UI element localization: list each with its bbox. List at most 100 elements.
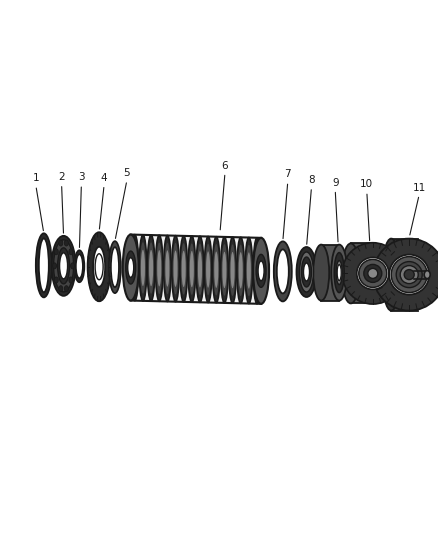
Ellipse shape — [71, 263, 74, 269]
Ellipse shape — [400, 265, 418, 284]
Ellipse shape — [166, 251, 170, 287]
Text: 9: 9 — [332, 177, 339, 188]
Ellipse shape — [337, 264, 341, 280]
Polygon shape — [321, 245, 339, 301]
Text: 3: 3 — [78, 172, 85, 182]
Ellipse shape — [132, 242, 138, 293]
Ellipse shape — [36, 233, 52, 297]
Ellipse shape — [126, 251, 136, 284]
Ellipse shape — [165, 243, 170, 294]
Ellipse shape — [54, 249, 58, 255]
Ellipse shape — [190, 251, 194, 287]
Text: 6: 6 — [222, 160, 228, 171]
Ellipse shape — [382, 239, 400, 311]
Ellipse shape — [255, 253, 259, 289]
Ellipse shape — [357, 257, 389, 289]
Ellipse shape — [64, 286, 68, 292]
Ellipse shape — [39, 238, 49, 292]
Ellipse shape — [230, 252, 235, 288]
Ellipse shape — [197, 244, 203, 295]
Ellipse shape — [313, 245, 329, 301]
Ellipse shape — [128, 257, 134, 278]
Ellipse shape — [149, 250, 153, 286]
Ellipse shape — [157, 250, 161, 286]
Ellipse shape — [173, 251, 177, 287]
Ellipse shape — [304, 263, 310, 281]
Ellipse shape — [205, 244, 211, 295]
Ellipse shape — [123, 235, 139, 301]
Ellipse shape — [69, 277, 73, 283]
Ellipse shape — [274, 241, 292, 301]
Ellipse shape — [198, 251, 202, 287]
Ellipse shape — [258, 261, 264, 281]
Ellipse shape — [53, 263, 57, 269]
Ellipse shape — [297, 247, 317, 297]
Text: 7: 7 — [285, 169, 291, 180]
Ellipse shape — [181, 243, 187, 295]
Ellipse shape — [95, 254, 103, 280]
Ellipse shape — [180, 236, 187, 302]
Ellipse shape — [336, 261, 342, 285]
Ellipse shape — [364, 264, 382, 282]
Ellipse shape — [109, 241, 121, 293]
Ellipse shape — [368, 269, 378, 278]
Ellipse shape — [222, 244, 227, 296]
Ellipse shape — [239, 252, 243, 288]
Text: 4: 4 — [101, 173, 107, 183]
Ellipse shape — [53, 240, 74, 292]
Ellipse shape — [331, 245, 347, 301]
Ellipse shape — [301, 257, 311, 287]
Ellipse shape — [173, 243, 178, 294]
Ellipse shape — [396, 262, 422, 288]
Text: 8: 8 — [308, 175, 315, 185]
Ellipse shape — [256, 254, 266, 287]
Ellipse shape — [188, 236, 196, 302]
Ellipse shape — [205, 237, 212, 303]
Ellipse shape — [359, 260, 387, 287]
Polygon shape — [351, 244, 373, 303]
Ellipse shape — [140, 242, 146, 294]
Ellipse shape — [139, 235, 147, 301]
Ellipse shape — [391, 256, 427, 293]
Ellipse shape — [238, 245, 244, 296]
Ellipse shape — [133, 249, 137, 286]
Polygon shape — [131, 235, 261, 304]
Ellipse shape — [253, 238, 261, 304]
Ellipse shape — [59, 286, 63, 292]
Ellipse shape — [230, 245, 235, 296]
Ellipse shape — [229, 237, 237, 303]
Ellipse shape — [164, 236, 171, 302]
Ellipse shape — [342, 243, 403, 304]
Ellipse shape — [277, 249, 289, 293]
Ellipse shape — [253, 238, 269, 304]
Ellipse shape — [300, 252, 314, 292]
Text: 5: 5 — [124, 168, 130, 178]
Ellipse shape — [247, 253, 251, 289]
Ellipse shape — [237, 237, 244, 303]
Ellipse shape — [69, 249, 73, 255]
Ellipse shape — [141, 249, 145, 286]
Text: 11: 11 — [413, 183, 426, 192]
Ellipse shape — [221, 237, 228, 303]
Ellipse shape — [373, 239, 438, 311]
Text: 10: 10 — [360, 180, 373, 189]
Ellipse shape — [59, 240, 63, 246]
Ellipse shape — [334, 253, 344, 293]
Ellipse shape — [76, 254, 83, 278]
Ellipse shape — [148, 243, 154, 294]
Ellipse shape — [131, 235, 138, 301]
Ellipse shape — [182, 251, 186, 287]
Ellipse shape — [206, 252, 210, 288]
Ellipse shape — [54, 277, 58, 283]
Ellipse shape — [212, 237, 220, 303]
Ellipse shape — [111, 247, 119, 287]
Ellipse shape — [64, 240, 68, 246]
Text: 1: 1 — [32, 173, 39, 183]
Ellipse shape — [156, 243, 162, 294]
Ellipse shape — [342, 244, 360, 303]
Ellipse shape — [88, 232, 111, 301]
Ellipse shape — [94, 249, 104, 285]
Ellipse shape — [196, 236, 204, 302]
Ellipse shape — [57, 248, 70, 284]
Ellipse shape — [172, 236, 179, 302]
